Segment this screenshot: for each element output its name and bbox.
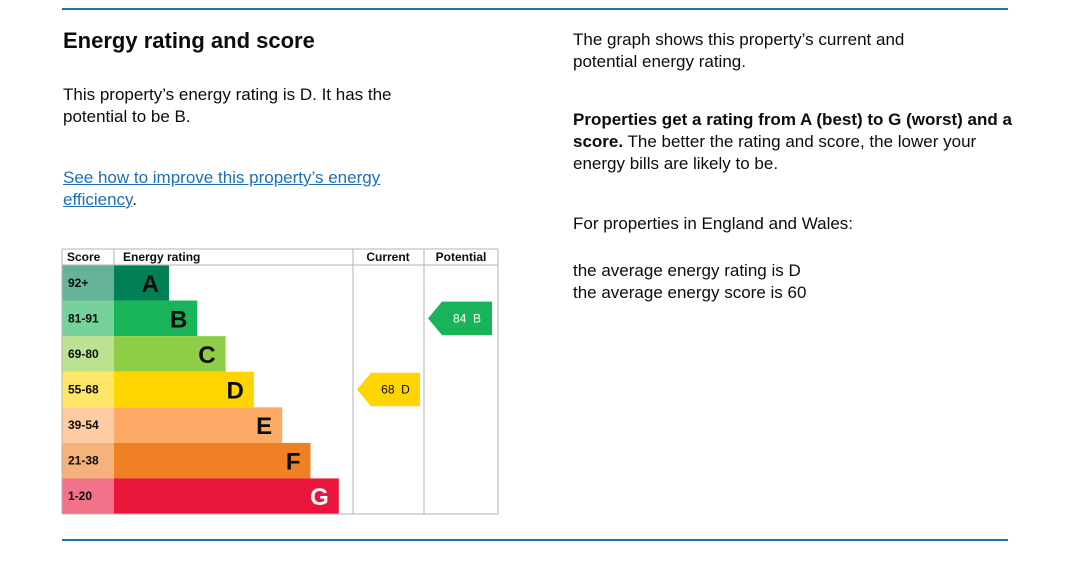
rating-letter: G — [310, 484, 329, 511]
score-range: 39-54 — [68, 418, 99, 432]
side-p2-bold: Properties get a rating from A (best) to… — [573, 110, 1012, 151]
column-header: Current — [366, 250, 409, 264]
intro: This property’s energy rating is D. It h… — [63, 85, 392, 126]
current-letter: D — [401, 383, 410, 397]
rating-bar — [114, 442, 311, 479]
column-header: Potential — [436, 250, 487, 264]
heading: Energy rating and score — [63, 28, 315, 53]
score-range: 21-38 — [68, 454, 99, 468]
potential-label: 84 B — [453, 311, 481, 325]
side-p2: Properties get a rating from A (best) to… — [573, 109, 1013, 175]
rating-letter: D — [227, 378, 244, 405]
rating-bar — [114, 478, 339, 514]
score-range: 1-20 — [68, 489, 92, 503]
current-score: 68 — [381, 383, 395, 397]
score-cell — [62, 442, 114, 479]
score-cell — [62, 265, 114, 301]
side-avg-1: the average energy rating is D — [573, 261, 801, 280]
side-p3: For properties in England and Wales: — [573, 214, 854, 233]
score-cell — [62, 407, 114, 443]
potential-letter: B — [473, 311, 481, 325]
score-range: 92+ — [68, 276, 88, 290]
score-cell — [62, 478, 114, 514]
rating-letter: C — [198, 342, 215, 369]
bottom-rule — [62, 539, 1008, 541]
score-range: 69-80 — [68, 347, 99, 361]
rating-bar — [114, 371, 254, 408]
rating-bar — [114, 265, 169, 301]
link-after: . — [132, 190, 138, 209]
side-p2-rest: The better the rating and score, the low… — [573, 132, 977, 173]
rating-letter: E — [256, 413, 272, 440]
score-range: 55-68 — [68, 383, 99, 397]
side-avg-2: the average energy score is 60 — [573, 283, 807, 302]
column-header: Energy rating — [123, 250, 200, 264]
side-p1: The graph shows this property’s current … — [573, 30, 905, 71]
top-rule — [62, 8, 1008, 10]
rating-bar — [114, 300, 198, 337]
score-cell — [62, 371, 114, 408]
rating-bar — [114, 336, 226, 372]
rating-bar — [114, 407, 283, 443]
current-arrow — [357, 372, 420, 407]
column-header: Score — [67, 250, 101, 264]
current-label: 68 D — [381, 383, 410, 397]
potential-arrow — [428, 301, 492, 336]
link-para: See how to improve this property’s energ… — [63, 167, 433, 211]
score-cell — [62, 300, 114, 337]
score-cell — [62, 336, 114, 372]
score-range: 81-91 — [68, 311, 99, 325]
rating-letter: F — [286, 449, 301, 476]
improve-link[interactable]: See how to improve this property’s energ… — [63, 168, 381, 209]
rating-letter: A — [142, 271, 159, 298]
potential-score: 84 — [453, 311, 467, 325]
rating-letter: B — [170, 306, 187, 333]
